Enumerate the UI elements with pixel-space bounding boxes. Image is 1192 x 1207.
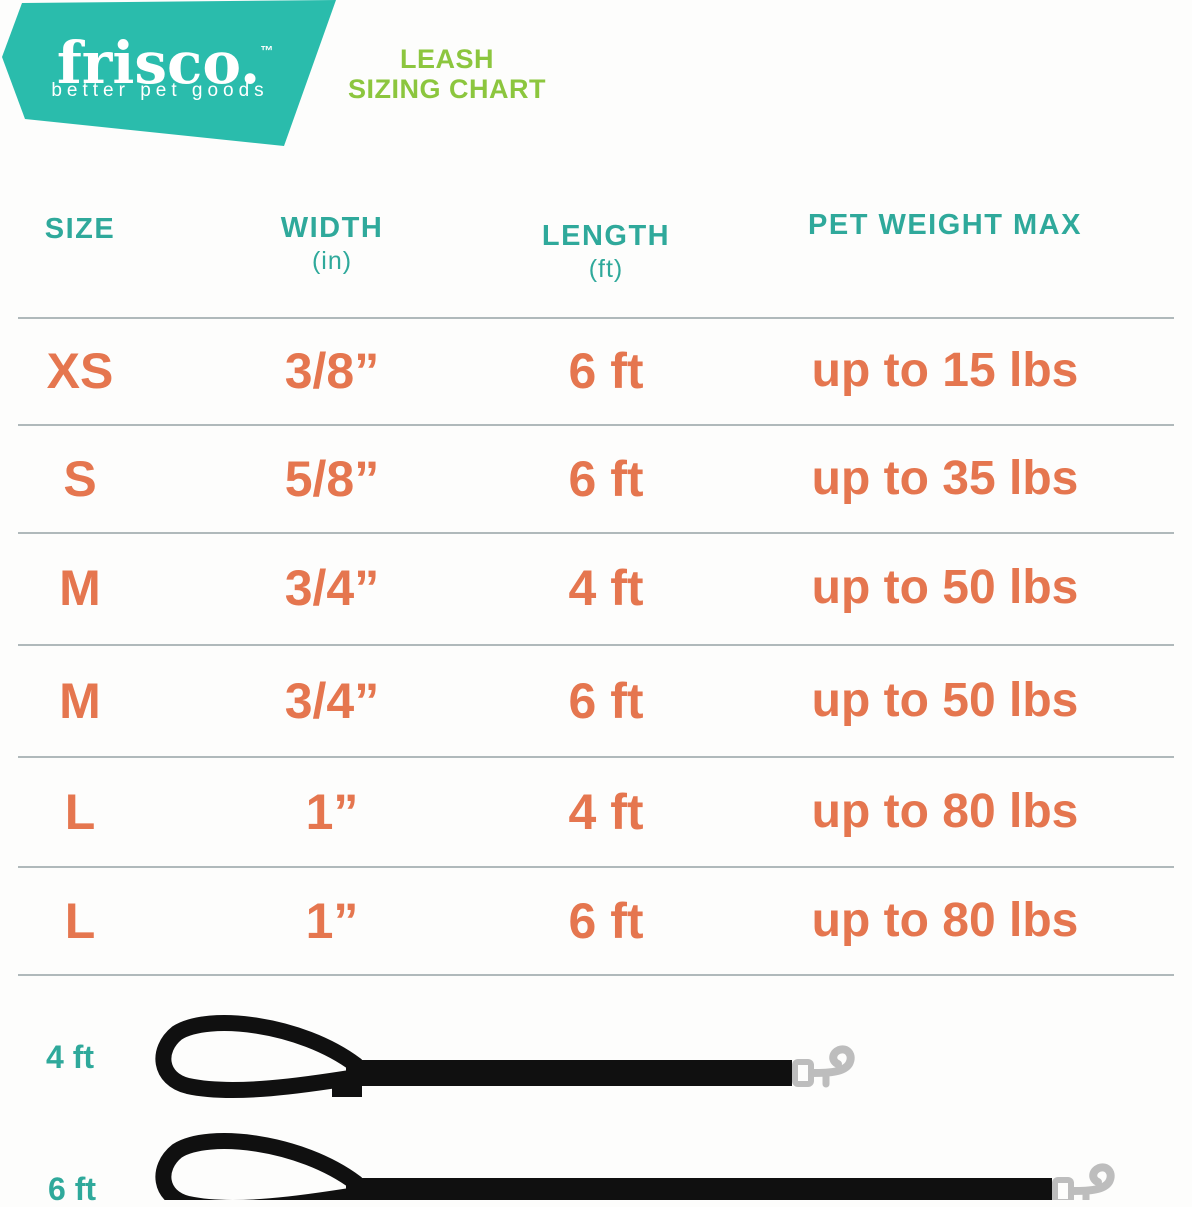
strap — [346, 1178, 1052, 1200]
column-header-width: WIDTH — [280, 212, 384, 244]
table-row: L 1” 6 ft up to 80 lbs — [0, 890, 1192, 952]
cell-width: 3/4” — [284, 560, 380, 616]
cell-weight: up to 50 lbs — [811, 561, 1079, 614]
column-unit-width: (in) — [311, 247, 353, 275]
handle-loop — [155, 1015, 364, 1098]
row-divider — [18, 532, 1174, 534]
cell-width: 1” — [305, 893, 359, 949]
trademark-symbol: ™ — [260, 43, 274, 58]
cell-length: 6 ft — [568, 451, 644, 507]
snap-hook-icon — [1052, 1163, 1115, 1200]
cell-size: L — [64, 893, 96, 949]
cell-size: M — [59, 673, 101, 729]
cell-weight: up to 15 lbs — [811, 344, 1079, 397]
cell-size: M — [59, 560, 101, 616]
row-divider — [18, 756, 1174, 758]
snap-hook-icon — [792, 1045, 855, 1088]
column-unit-length: (ft) — [588, 255, 624, 283]
column-header-length: LENGTH — [541, 220, 671, 252]
page-title-line1: LEASH — [399, 44, 494, 74]
strap — [346, 1060, 792, 1086]
cell-size: L — [64, 784, 96, 840]
cell-length: 6 ft — [568, 893, 644, 949]
frisco-banner-shape — [2, 0, 336, 146]
cell-size: XS — [46, 343, 114, 399]
table-row: M 3/4” 4 ft up to 50 lbs — [0, 557, 1192, 619]
cell-width: 1” — [305, 784, 359, 840]
page-title-line2: SIZING CHART — [348, 74, 546, 104]
cell-weight: up to 35 lbs — [811, 452, 1079, 505]
frisco-logo: frisco.™ — [55, 22, 275, 92]
leash-6ft-diagram — [155, 1133, 1115, 1200]
handle-loop — [155, 1133, 364, 1200]
table-row: M 3/4” 6 ft up to 50 lbs — [0, 670, 1192, 732]
row-divider — [18, 866, 1174, 868]
frisco-tagline: better pet goods — [51, 80, 269, 101]
cell-weight: up to 50 lbs — [811, 674, 1079, 727]
cell-length: 4 ft — [568, 560, 644, 616]
frisco-logo-text: frisco. — [56, 29, 261, 97]
table-row: XS 3/8” 6 ft up to 15 lbs — [0, 340, 1192, 402]
page-title: LEASH SIZING CHART — [322, 44, 572, 104]
table-row: S 5/8” 6 ft up to 35 lbs — [0, 448, 1192, 510]
row-divider — [18, 317, 1174, 319]
column-header-size: SIZE — [44, 213, 116, 245]
cell-weight: up to 80 lbs — [811, 894, 1079, 947]
cell-width: 3/4” — [284, 673, 380, 729]
row-divider — [18, 644, 1174, 646]
cell-width: 5/8” — [284, 451, 380, 507]
cell-weight: up to 80 lbs — [811, 785, 1079, 838]
column-header-pet-weight-max: PET WEIGHT MAX — [808, 209, 1082, 241]
leash-4ft-label: 4 ft — [46, 1039, 94, 1075]
cell-length: 4 ft — [568, 784, 644, 840]
cell-width: 3/8” — [284, 343, 380, 399]
leash-6ft-label: 6 ft — [48, 1171, 96, 1207]
cell-size: S — [63, 451, 97, 507]
leash-4ft-diagram — [155, 1015, 855, 1098]
table-row: L 1” 4 ft up to 80 lbs — [0, 781, 1192, 843]
row-divider — [18, 974, 1174, 976]
row-divider — [18, 424, 1174, 426]
cell-length: 6 ft — [568, 673, 644, 729]
cell-length: 6 ft — [568, 343, 644, 399]
